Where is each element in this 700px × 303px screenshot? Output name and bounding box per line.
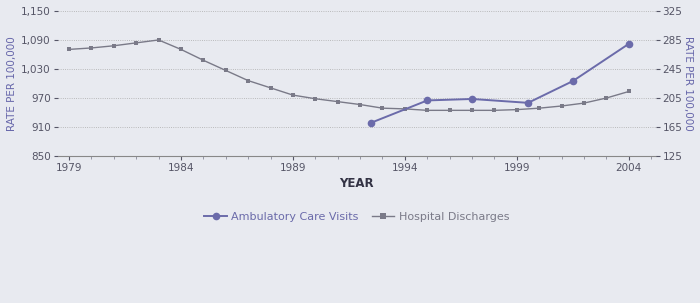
X-axis label: YEAR: YEAR xyxy=(340,177,374,190)
Y-axis label: RATE PER 100,000: RATE PER 100,000 xyxy=(683,36,693,131)
Y-axis label: RATE PER 100,000: RATE PER 100,000 xyxy=(7,36,17,131)
Legend: Ambulatory Care Visits, Hospital Discharges: Ambulatory Care Visits, Hospital Dischar… xyxy=(200,207,514,226)
